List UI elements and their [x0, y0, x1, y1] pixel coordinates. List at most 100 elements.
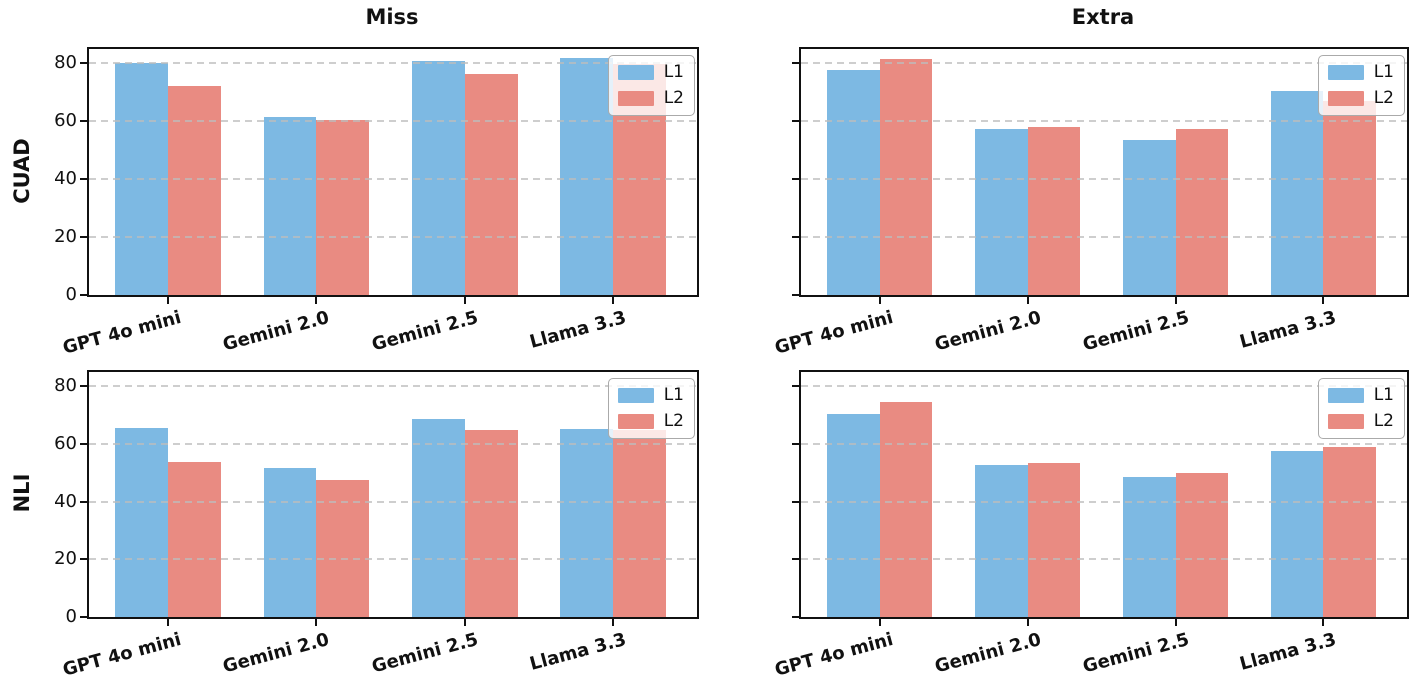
- gridline-20: [801, 236, 1407, 239]
- legend-swatch-l2: [617, 414, 654, 429]
- y-tick: [80, 443, 87, 446]
- bar-nli-miss-l2-4: [613, 430, 666, 617]
- y-tick: [80, 500, 87, 503]
- legend-label-l2: L2: [1373, 88, 1394, 108]
- bar-cuad-extra-l1-4: [1270, 90, 1324, 295]
- bar-cuad-miss-l1-3: [411, 61, 465, 295]
- bar-nli-extra-l2-1: [879, 401, 933, 617]
- bar-nli-extra-l1-2: [974, 464, 1028, 617]
- bar-cuad-extra-l2-3: [1175, 129, 1229, 295]
- legend: L1 L2: [607, 378, 695, 439]
- bar-nli-extra-l1-1: [827, 414, 880, 617]
- bar-cuad-extra-l2-2: [1027, 127, 1081, 295]
- legend-item-l2: L2: [617, 411, 684, 431]
- bar-nli-miss-l1-4: [560, 429, 614, 617]
- bar-cuad-miss-l2-2: [316, 120, 370, 295]
- subplot-cuad-extra: GPT 4o mini Gemini 2.0 Gemini 2.5 Llama 3.3…: [772, 47, 1409, 359]
- x-tick-label: GPT 4o mini: [772, 307, 896, 359]
- legend-swatch-l1: [617, 388, 654, 403]
- x-tick-label: GPT 4o mini: [60, 629, 184, 681]
- x-tick-label: Gemini 2.0: [932, 629, 1044, 678]
- x-tick-label: Gemini 2.5: [1080, 307, 1191, 356]
- legend: L1 L2: [1317, 55, 1405, 116]
- x-tick-label: Gemini 2.5: [369, 307, 481, 356]
- gridline-80: [801, 385, 1407, 388]
- x-tick-label: Gemini 2.0: [221, 307, 332, 356]
- y-tick: [80, 558, 87, 561]
- x-tick-label: Gemini 2.0: [932, 307, 1044, 356]
- gridline-20: [801, 558, 1407, 561]
- gridline-80: [89, 62, 697, 65]
- subplot-nli-extra: GPT 4o mini Gemini 2.0 Gemini 2.5 Llama 3.3…: [772, 370, 1409, 681]
- column-title-miss: Miss: [365, 5, 419, 29]
- y-tick-label: 20: [54, 548, 77, 570]
- y-tick: [80, 236, 87, 239]
- y-tick: [792, 558, 799, 561]
- x-tick-label: Llama 3.3: [1237, 629, 1339, 675]
- legend-item-l2: L2: [1327, 88, 1394, 108]
- legend-swatch-l1: [1327, 388, 1364, 403]
- y-tick: [792, 294, 799, 296]
- bar-nli-miss-l2-1: [168, 461, 221, 617]
- x-tick: [463, 297, 466, 304]
- bar-cuad-extra-l1-3: [1122, 140, 1176, 295]
- bar-nli-miss-l1-1: [115, 427, 169, 617]
- bar-nli-miss-l2-3: [464, 430, 518, 617]
- x-tick-label: Gemini 2.0: [221, 629, 332, 678]
- y-tick: [792, 120, 799, 123]
- gridline-60: [801, 443, 1407, 446]
- bar-cuad-extra-l2-4: [1323, 101, 1377, 295]
- legend-label-l1: L1: [1373, 385, 1394, 405]
- row-label-cuad: CUAD: [10, 138, 34, 204]
- bar-nli-extra-l2-4: [1323, 447, 1377, 617]
- x-tick-label: Gemini 2.5: [369, 629, 481, 678]
- column-title-extra: Extra: [1071, 5, 1135, 29]
- bar-nli-extra-l1-3: [1122, 476, 1176, 617]
- bar-nli-miss-l1-3: [411, 418, 465, 617]
- y-tick: [792, 616, 799, 618]
- x-tick-label: Gemini 2.5: [1080, 629, 1191, 678]
- x-tick: [1026, 619, 1029, 626]
- gridline-20: [89, 236, 697, 239]
- bar-cuad-extra-l1-1: [827, 70, 880, 295]
- x-tick-label: Llama 3.3: [527, 307, 629, 353]
- subplot-nli-miss: GPT 4o mini Gemini 2.0 Gemini 2.5 Llama 3.3…: [54, 370, 699, 681]
- gridline-40: [89, 500, 697, 503]
- gridline-80: [801, 62, 1407, 65]
- y-tick: [792, 500, 799, 503]
- subplot-cuad-miss: GPT 4o mini Gemini 2.0 Gemini 2.5 Llama 3.3…: [54, 47, 699, 359]
- legend-item-l2: L2: [1327, 413, 1394, 430]
- legend-swatch-l2: [1327, 91, 1364, 106]
- legend-label-l1: L1: [1373, 62, 1394, 82]
- y-tick: [80, 62, 87, 65]
- x-tick: [463, 619, 466, 626]
- bar-nli-extra-l1-4: [1270, 451, 1324, 617]
- legend: L1 L2: [607, 55, 695, 116]
- y-tick: [792, 178, 799, 181]
- x-tick: [167, 619, 170, 626]
- x-tick: [612, 297, 615, 304]
- bar-cuad-miss-l1-4: [560, 58, 614, 295]
- bar-cuad-miss-l2-1: [168, 85, 221, 295]
- gridline-60: [89, 443, 697, 446]
- legend-swatch-l1: [617, 65, 654, 80]
- y-tick-label: 80: [54, 52, 77, 74]
- bar-nli-extra-l2-3: [1175, 472, 1229, 617]
- y-tick: [792, 236, 799, 239]
- x-tick: [1174, 297, 1177, 304]
- legend-swatch-l2: [1327, 414, 1364, 429]
- gridline-60: [89, 120, 697, 123]
- y-tick-label: 60: [54, 110, 77, 132]
- legend-label-l2: L2: [663, 411, 684, 431]
- y-tick-label: 60: [54, 433, 77, 455]
- y-tick: [80, 385, 87, 388]
- y-tick-label: 40: [54, 490, 77, 512]
- y-tick: [792, 443, 799, 446]
- x-tick: [1174, 619, 1177, 626]
- legend-item-l1: L1: [1327, 62, 1394, 82]
- x-tick: [878, 297, 881, 304]
- gridline-40: [801, 500, 1407, 503]
- x-tick: [315, 619, 318, 626]
- x-tick: [315, 297, 318, 304]
